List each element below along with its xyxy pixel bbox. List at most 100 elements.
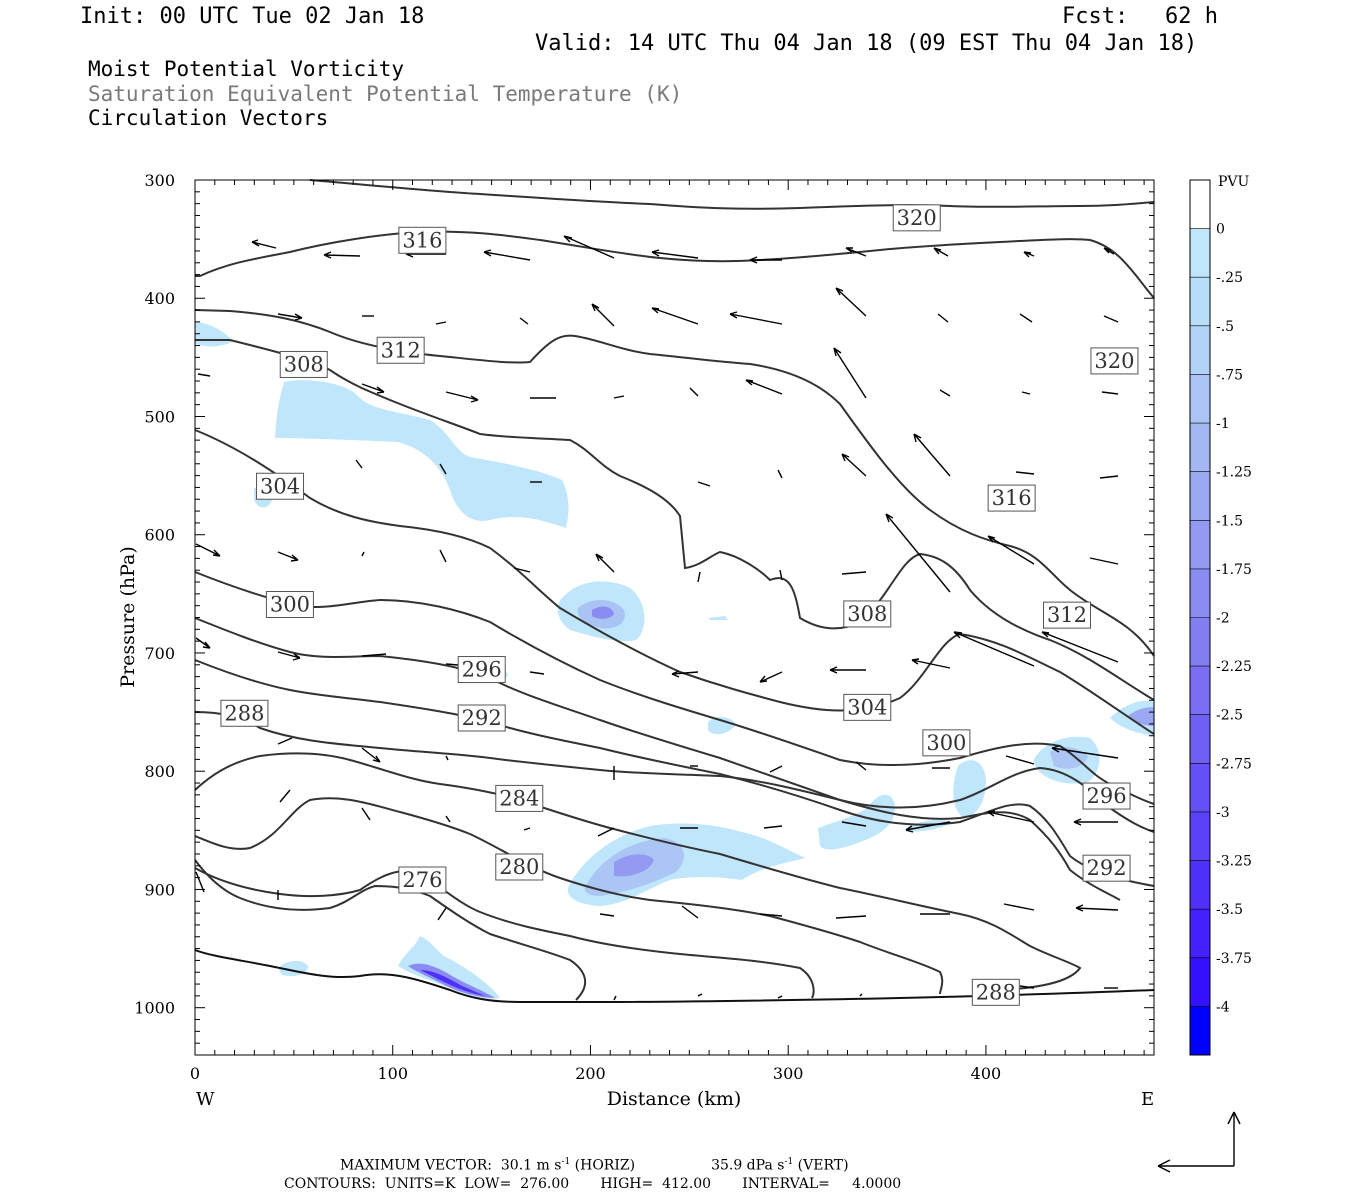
- wind-vector: [835, 915, 867, 919]
- wind-vector: [841, 821, 867, 827]
- colorbar-swatch: [1190, 860, 1210, 910]
- contour-label: 304: [843, 693, 892, 721]
- wind-vector: [1041, 631, 1119, 663]
- colorbar-label: 0: [1216, 222, 1225, 238]
- contour-label: 300: [265, 590, 314, 618]
- wind-vector: [445, 755, 449, 761]
- forecast-label: Fcst:: [1062, 4, 1129, 29]
- colorbar-label: -.75: [1216, 367, 1243, 383]
- contour-label: 320: [892, 204, 941, 232]
- colorbar-label: -1.5: [1216, 513, 1243, 529]
- wind-vector: [833, 347, 867, 399]
- wind-vector: [933, 247, 949, 257]
- wind-vector: [769, 765, 783, 773]
- contour-280: [194, 867, 815, 999]
- contour-label-box: [256, 472, 305, 500]
- wind-vector: [563, 235, 615, 259]
- circulation-vectors: [195, 235, 1119, 1001]
- unit-exponent: -1: [561, 1157, 571, 1167]
- wind-vector: [749, 256, 782, 264]
- contour-316: [194, 309, 1155, 657]
- pv-area: [398, 936, 500, 999]
- x-tick-label: 200: [575, 1064, 606, 1083]
- contour-292: [194, 711, 1121, 901]
- colorbar-swatch: [1190, 374, 1210, 424]
- pv-area: [953, 760, 986, 818]
- wind-vector: [1021, 391, 1031, 395]
- colorbar-swatch: [1190, 325, 1210, 375]
- contour-label-text: 296: [1086, 784, 1126, 808]
- pv-area: [420, 970, 486, 996]
- wind-vector: [435, 321, 447, 325]
- wind-vector: [1019, 313, 1033, 323]
- surface-line: [194, 949, 1155, 1003]
- wind-vector: [859, 993, 863, 997]
- contour-label: 276: [398, 866, 447, 894]
- contour-label: 312: [1042, 601, 1091, 629]
- contour-label-text: 312: [1047, 603, 1087, 627]
- colorbar-label: -4: [1216, 999, 1230, 1015]
- wind-vector: [1023, 251, 1035, 258]
- wind-vector: [697, 571, 701, 583]
- wind-vector: [277, 551, 299, 562]
- y-tick-label: 800: [144, 762, 175, 781]
- colorbar-swatch: [1190, 471, 1210, 521]
- contour-label: 320: [1090, 347, 1139, 375]
- contour-324: [309, 179, 1155, 210]
- contour-info-line: CONTOURS: UNITS=K LOW= 276.00 HIGH= 412.…: [284, 1176, 902, 1192]
- contour-label-box: [892, 204, 941, 232]
- wind-vector: [939, 389, 951, 397]
- wind-vector: [729, 311, 783, 325]
- colorbar-label: -3: [1216, 805, 1230, 821]
- max-vector-line: MAXIMUM VECTOR: 30.1 m s-1 (HORIZ) 35.9 d…: [340, 1157, 849, 1174]
- wind-vector: [841, 453, 867, 477]
- x-tick-label: 100: [377, 1064, 408, 1083]
- contour-label-text: 288: [224, 701, 264, 725]
- contour-label: 308: [279, 350, 328, 378]
- y-tick-label: 900: [144, 880, 175, 899]
- contour-label-box: [1082, 782, 1131, 810]
- pv-area: [708, 616, 728, 620]
- pv-shading: [195, 322, 1154, 999]
- contour-label-box: [376, 336, 425, 364]
- contour-label: 292: [457, 704, 506, 732]
- max-vector-horiz-label: (HORIZ): [570, 1157, 636, 1174]
- contour-label: 316: [987, 484, 1036, 512]
- colorbar-swatch: [1190, 763, 1210, 812]
- y-tick-label: 400: [144, 289, 175, 308]
- x-tick-label: 400: [971, 1064, 1002, 1083]
- colorbar-label: -1: [1216, 416, 1230, 432]
- contour-label-text: 300: [926, 731, 966, 755]
- contour-label: 300: [922, 729, 971, 757]
- contour-308: [194, 429, 1155, 735]
- contour-label-text: 292: [462, 706, 502, 730]
- wind-vector: [697, 993, 703, 997]
- contour-304: [194, 571, 1155, 805]
- east-label: E: [1141, 1089, 1154, 1110]
- contour-label-text: 320: [1094, 349, 1134, 373]
- colorbar-label: -3.75: [1216, 951, 1252, 967]
- west-label: W: [196, 1089, 215, 1110]
- contour-label-box: [457, 656, 506, 684]
- wind-vector: [777, 469, 783, 479]
- contour-label-box: [495, 853, 544, 881]
- wind-vector: [323, 251, 361, 259]
- colorbar-swatch: [1190, 520, 1210, 569]
- plot-border: [194, 179, 1155, 1056]
- contour-label-box: [922, 729, 971, 757]
- wind-vector: [277, 313, 303, 321]
- wind-vector: [911, 658, 951, 669]
- contour-label-box: [1082, 854, 1131, 882]
- wind-vector: [361, 807, 371, 821]
- contour-label-text: 312: [381, 338, 421, 362]
- contour-label-text: 284: [499, 786, 539, 810]
- colorbar-swatch: [1190, 666, 1210, 715]
- pv-area: [195, 322, 232, 347]
- wind-vector: [595, 553, 615, 573]
- wind-vector: [1103, 247, 1115, 255]
- wind-vector: [855, 761, 867, 771]
- contour-label-text: 296: [462, 658, 502, 682]
- contour-label-box: [265, 590, 314, 618]
- wind-vector: [763, 825, 783, 829]
- forecast-hours: 62 h: [1165, 4, 1218, 29]
